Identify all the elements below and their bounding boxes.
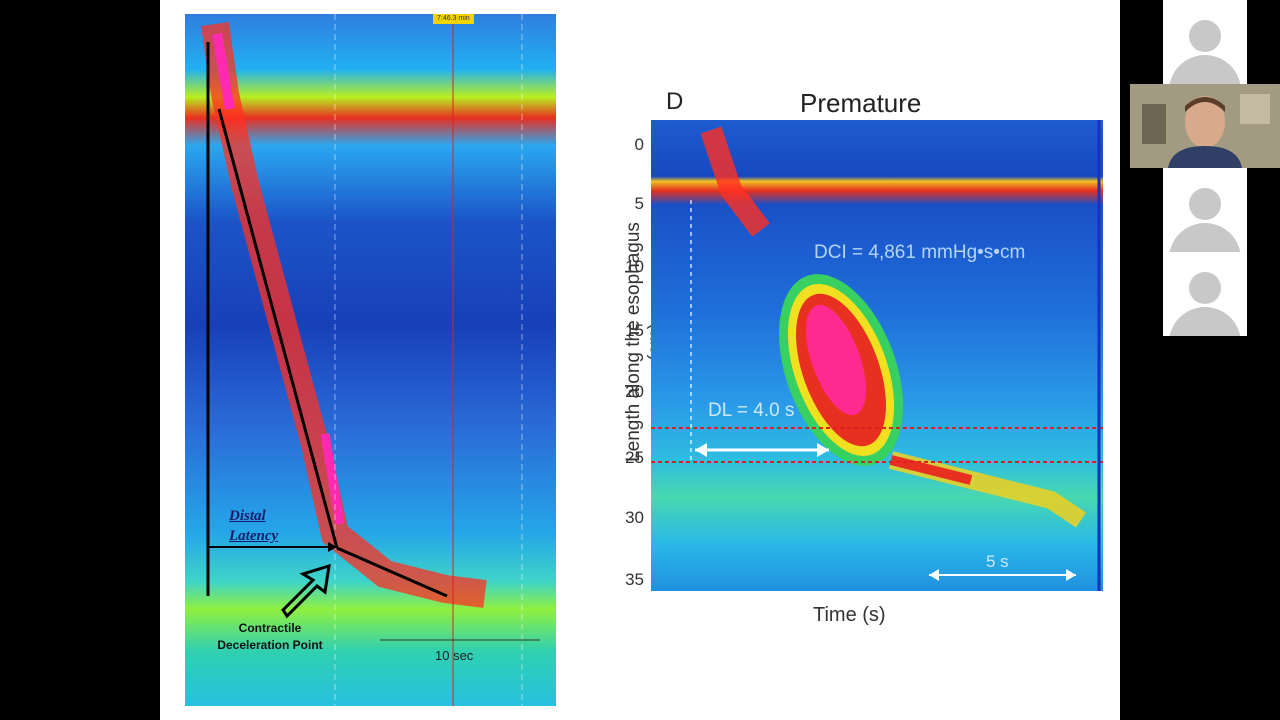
participant-tile[interactable]: [1130, 252, 1280, 336]
time-scale-label: 10 sec: [435, 648, 474, 663]
figure-title: Premature: [800, 88, 922, 118]
participant-video: [1130, 84, 1280, 168]
person-icon: [1163, 0, 1247, 84]
presentation-slide: 7:46.3 min Distal Latency Contractile De…: [160, 0, 1120, 720]
premature-figure: D Premature Length along the esophagus (…: [580, 80, 1120, 640]
distal-latency-label: Distal Latency: [229, 508, 279, 544]
dci-annotation: DCI = 4,861 mmHg•s•cm: [814, 242, 1026, 263]
y-tick: 10: [625, 257, 644, 276]
participant-tile[interactable]: [1130, 0, 1280, 84]
time-scale-annotation: 5 s: [986, 552, 1009, 571]
plot2-overlay: [651, 120, 1103, 591]
y-tick: 25: [625, 448, 644, 467]
y-tick: 30: [625, 508, 644, 527]
participant-video-tile[interactable]: [1130, 84, 1280, 168]
y-tick: 5: [634, 194, 644, 213]
hrm-premature-plot: DCI = 4,861 mmHg•s•cm DL = 4.0 s 5 s: [651, 120, 1103, 591]
person-icon: [1163, 252, 1247, 336]
y-tick: 0: [634, 135, 644, 154]
plot1-overlay: [201, 14, 540, 706]
distal-latency-annotation: DL = 4.0 s: [708, 400, 795, 421]
participant-tile[interactable]: [1130, 168, 1280, 252]
participants-panel: [1130, 0, 1280, 720]
contractile-deceleration-label: Contractile Deceleration Point: [217, 621, 323, 652]
person-icon: [1163, 168, 1247, 252]
panel-letter: D: [666, 88, 684, 115]
timer-badge: 7:46.3 min: [433, 14, 474, 24]
hrm-topography-plot: 7:46.3 min Distal Latency Contractile De…: [185, 14, 556, 706]
y-tick: 15: [625, 321, 644, 340]
y-tick: 20: [625, 382, 644, 401]
y-tick: 35: [625, 570, 644, 589]
x-axis-label: Time (s): [813, 604, 886, 626]
